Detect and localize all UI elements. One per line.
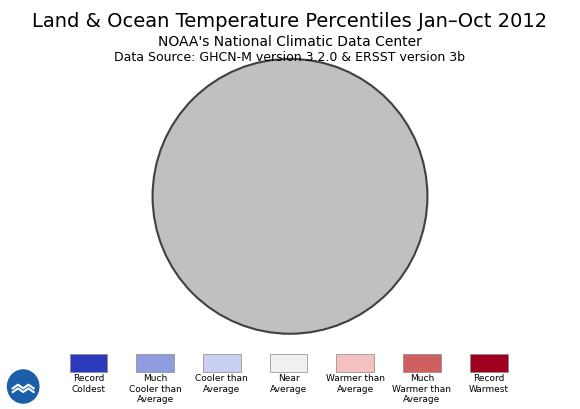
Ellipse shape <box>153 59 427 334</box>
Text: Land & Ocean Temperature Percentiles Jan–Oct 2012: Land & Ocean Temperature Percentiles Jan… <box>32 12 548 31</box>
Text: Near
Average: Near Average <box>270 374 307 393</box>
Text: Much
Warmer than
Average: Much Warmer than Average <box>393 374 451 404</box>
Circle shape <box>8 370 39 403</box>
Text: Much
Cooler than
Average: Much Cooler than Average <box>129 374 182 404</box>
Text: Record
Warmest: Record Warmest <box>469 374 509 393</box>
Text: Cooler than
Average: Cooler than Average <box>195 374 248 393</box>
Text: Data Source: GHCN-M version 3.2.0 & ERSST version 3b: Data Source: GHCN-M version 3.2.0 & ERSS… <box>114 51 466 64</box>
Text: Record
Coldest: Record Coldest <box>71 374 106 393</box>
Text: Warmer than
Average: Warmer than Average <box>326 374 385 393</box>
Text: NOAA's National Climatic Data Center: NOAA's National Climatic Data Center <box>158 35 422 49</box>
